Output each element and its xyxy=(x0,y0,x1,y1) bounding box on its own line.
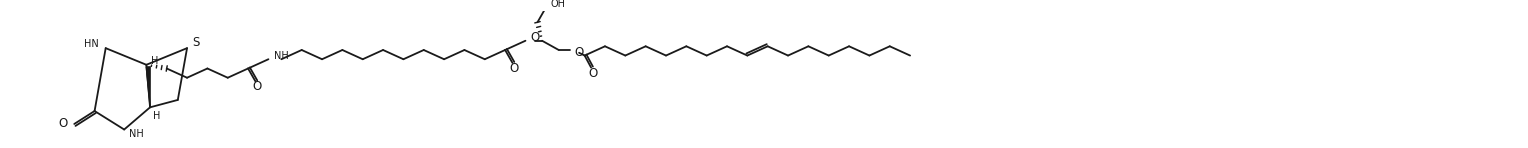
Text: NH: NH xyxy=(128,129,144,139)
Text: O: O xyxy=(530,32,539,44)
Polygon shape xyxy=(145,67,151,107)
Text: H: H xyxy=(153,111,160,121)
Text: OH: OH xyxy=(550,0,565,9)
Text: H: H xyxy=(151,56,159,66)
Text: S: S xyxy=(193,36,200,49)
Text: O: O xyxy=(510,62,520,75)
Text: O: O xyxy=(588,67,597,80)
Text: O: O xyxy=(575,46,584,59)
Text: NH: NH xyxy=(274,50,289,61)
Text: HN: HN xyxy=(84,38,99,49)
Text: O: O xyxy=(252,81,261,94)
Text: O: O xyxy=(58,118,67,130)
